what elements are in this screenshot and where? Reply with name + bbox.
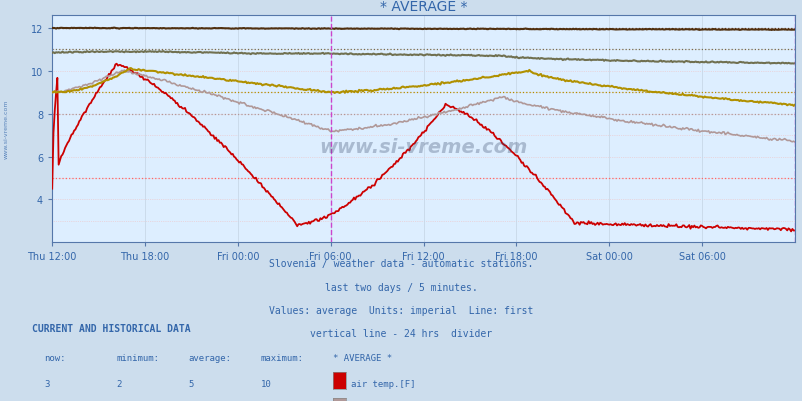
Text: now:: now: xyxy=(44,353,66,362)
Text: maximum:: maximum: xyxy=(261,353,304,362)
Text: average:: average: xyxy=(188,353,232,362)
Text: 10: 10 xyxy=(261,379,271,388)
Text: www.si-vreme.com: www.si-vreme.com xyxy=(319,138,527,157)
Text: Slovenia / weather data - automatic stations.: Slovenia / weather data - automatic stat… xyxy=(269,259,533,269)
Text: * AVERAGE *: * AVERAGE * xyxy=(333,353,392,362)
Text: 3: 3 xyxy=(44,379,50,388)
Text: Values: average  Units: imperial  Line: first: Values: average Units: imperial Line: fi… xyxy=(269,305,533,315)
Text: vertical line - 24 hrs  divider: vertical line - 24 hrs divider xyxy=(310,328,492,338)
Text: 2: 2 xyxy=(116,379,122,388)
Text: www.si-vreme.com: www.si-vreme.com xyxy=(4,99,9,159)
Text: last two days / 5 minutes.: last two days / 5 minutes. xyxy=(325,282,477,292)
Text: 5: 5 xyxy=(188,379,194,388)
Title: * AVERAGE *: * AVERAGE * xyxy=(379,0,467,14)
Text: minimum:: minimum: xyxy=(116,353,160,362)
Text: CURRENT AND HISTORICAL DATA: CURRENT AND HISTORICAL DATA xyxy=(32,323,191,333)
Text: air temp.[F]: air temp.[F] xyxy=(350,379,415,388)
